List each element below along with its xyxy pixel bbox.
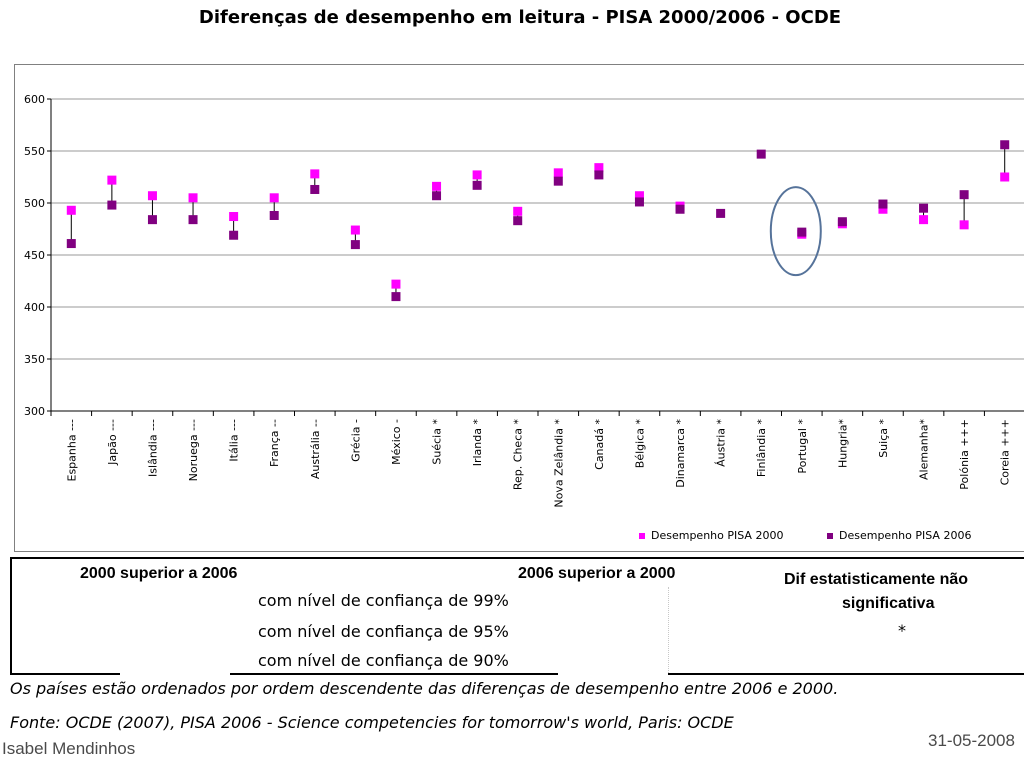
- chart-title: Diferenças de desempenho em leitura - PI…: [198, 7, 842, 28]
- x-tick-label: Portugal *: [796, 419, 809, 474]
- table-bottom-gap-right: [558, 672, 668, 675]
- point-pisa-2006: [472, 180, 482, 190]
- x-tick-label: Hungria*: [836, 419, 849, 469]
- point-pisa-2006: [837, 217, 847, 227]
- point-pisa-2000: [391, 279, 401, 289]
- point-pisa-2006: [350, 240, 360, 250]
- x-tick-label: Grécia -: [349, 419, 362, 462]
- legend-label: Desempenho PISA 2000: [651, 529, 783, 542]
- x-tick-label: Austrália --: [309, 419, 322, 479]
- point-pisa-2000: [553, 168, 563, 178]
- y-tick-label: 450: [24, 249, 45, 262]
- point-pisa-2006: [66, 239, 76, 249]
- x-tick-label: Irlanda *: [471, 419, 484, 467]
- point-pisa-2000: [1000, 172, 1010, 182]
- point-pisa-2000: [147, 191, 157, 201]
- point-pisa-2006: [1000, 140, 1010, 150]
- point-pisa-2006: [391, 292, 401, 302]
- header-not-significant-2: significativa: [842, 595, 935, 612]
- point-pisa-2006: [878, 199, 888, 209]
- source-note: Fonte: OCDE (2007), PISA 2006 - Science …: [10, 713, 734, 732]
- point-pisa-2006: [147, 215, 157, 225]
- x-tick-label: Bélgica *: [633, 419, 646, 469]
- point-pisa-2000: [310, 169, 320, 179]
- point-pisa-2006: [107, 200, 117, 210]
- table-bottom-gap-left: [120, 672, 230, 675]
- x-tick-label: Áustria *: [715, 419, 728, 467]
- x-tick-label: França --: [268, 419, 281, 467]
- x-tick-label: Islândia ---: [146, 419, 159, 477]
- y-tick-label: 600: [24, 93, 45, 106]
- point-pisa-2000: [269, 193, 279, 203]
- x-tick-label: Polónia +++: [958, 419, 971, 490]
- point-pisa-2006: [919, 203, 929, 213]
- x-tick-label: Nova Zelândia *: [552, 419, 565, 508]
- point-pisa-2006: [797, 227, 807, 237]
- x-tick-label: México -: [390, 419, 403, 465]
- x-tick-label: Japão ---: [106, 419, 119, 466]
- header-2006-superior: 2006 superior a 2000: [518, 565, 676, 582]
- legend-marker: [639, 533, 645, 539]
- chart-frame: 300 350 400 450 500 550 600 Espanha --- Japão --…: [14, 64, 1024, 552]
- point-pisa-2006: [675, 204, 685, 214]
- x-tick-label: Coreia +++: [999, 419, 1012, 485]
- significance-legend-table: 2000 superior a 2006 2006 superior a 200…: [10, 557, 1024, 675]
- point-pisa-2006: [269, 210, 279, 220]
- point-pisa-2000: [229, 212, 239, 222]
- x-tick-label: Finlândia *: [755, 419, 768, 478]
- portugal-highlight-ellipse: [769, 186, 822, 277]
- not-significant-symbol: *: [898, 621, 906, 640]
- x-tick-label: Canadá *: [593, 419, 606, 470]
- header-not-significant: Dif estatisticamente não: [784, 571, 969, 588]
- x-tick-label: Dinamarca *: [674, 419, 687, 488]
- slide-date: 31-05-2008: [928, 731, 1015, 750]
- y-tick-label: 500: [24, 197, 45, 210]
- point-pisa-2006: [594, 170, 604, 180]
- point-pisa-2006: [756, 149, 766, 159]
- point-pisa-2006: [432, 191, 442, 201]
- point-pisa-2006: [229, 230, 239, 240]
- point-pisa-2006: [310, 184, 320, 194]
- point-pisa-2006: [553, 176, 563, 186]
- x-tick-label: Rep. Checa *: [512, 419, 525, 491]
- point-pisa-2000: [107, 175, 117, 185]
- x-tick-label: Alemanha*: [918, 419, 931, 480]
- legend-label: Desempenho PISA 2006: [839, 529, 971, 542]
- x-tick-label: Noruega ---: [187, 419, 200, 481]
- y-tick-label: 350: [24, 353, 45, 366]
- point-pisa-2000: [513, 206, 523, 216]
- point-pisa-2006: [634, 197, 644, 207]
- table-divider: [668, 587, 669, 673]
- x-tick-label: Itália ---: [228, 419, 241, 462]
- point-pisa-2000: [878, 204, 888, 214]
- point-pisa-2000: [634, 191, 644, 201]
- chart-plot: 300 350 400 450 500 550 600 Espanha --- Japão --…: [24, 93, 1024, 542]
- y-tick-label: 400: [24, 301, 45, 314]
- x-tick-label: Suiça *: [877, 419, 890, 458]
- x-tick-label: Suécia *: [431, 419, 444, 465]
- point-pisa-2006: [959, 190, 969, 200]
- confidence-99-label: com nível de confiança de 99%: [258, 591, 509, 610]
- point-pisa-2000: [350, 225, 360, 235]
- point-pisa-2006: [188, 215, 198, 225]
- confidence-90-label: com nível de confiança de 90%: [258, 651, 509, 670]
- order-note: Os países estão ordenados por ordem desc…: [10, 679, 839, 698]
- header-2000-superior: 2000 superior a 2006: [80, 565, 238, 582]
- x-tick-label: Espanha ---: [65, 419, 78, 482]
- y-tick-label: 300: [24, 405, 45, 418]
- point-pisa-2006: [513, 216, 523, 226]
- point-pisa-2000: [594, 163, 604, 173]
- point-pisa-2000: [66, 205, 76, 215]
- author-name: Isabel Mendinhos: [2, 739, 136, 758]
- point-pisa-2000: [959, 220, 969, 230]
- point-pisa-2000: [472, 170, 482, 180]
- y-tick-label: 550: [24, 145, 45, 158]
- point-pisa-2000: [188, 193, 198, 203]
- legend-marker: [827, 533, 833, 539]
- point-pisa-2000: [919, 215, 929, 225]
- point-pisa-2006: [716, 208, 726, 218]
- confidence-95-label: com nível de confiança de 95%: [258, 622, 509, 641]
- point-pisa-2000: [432, 181, 442, 191]
